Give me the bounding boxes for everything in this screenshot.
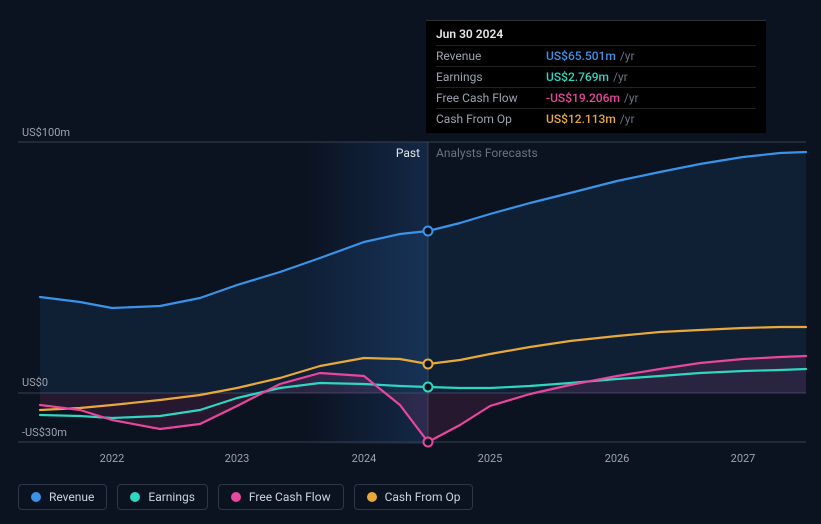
chart-legend: Revenue Earnings Free Cash Flow Cash From O… bbox=[18, 484, 473, 510]
past-region-label: Past bbox=[396, 146, 420, 160]
cash_from_op-marker bbox=[424, 360, 433, 369]
x-axis-label: 2022 bbox=[100, 452, 125, 465]
tooltip-row: EarningsUS$2.769m/yr bbox=[436, 66, 756, 87]
tooltip-row-value: US$2.769m bbox=[546, 70, 609, 84]
tooltip-row: Cash From OpUS$12.113m/yr bbox=[436, 108, 756, 129]
forecasts-region-label: Analysts Forecasts bbox=[436, 146, 538, 160]
legend-item-cash_from_op[interactable]: Cash From Op bbox=[354, 484, 474, 510]
y-axis-label: US$0 bbox=[22, 376, 48, 389]
tooltip-row-unit: /yr bbox=[620, 112, 635, 126]
x-axis-label: 2025 bbox=[478, 452, 503, 465]
legend-label: Free Cash Flow bbox=[249, 490, 331, 504]
tooltip-row-value: -US$19.206m bbox=[546, 91, 620, 105]
tooltip-row-label: Free Cash Flow bbox=[436, 91, 546, 105]
x-axis-label: 2026 bbox=[605, 452, 630, 465]
earnings-marker bbox=[424, 383, 433, 392]
hover-tooltip: Jun 30 2024RevenueUS$65.501m/yrEarningsU… bbox=[426, 20, 766, 133]
financial-chart: US$100m US$0 -US$30m 2022 2023 2024 2025 2026 20… bbox=[0, 0, 821, 524]
tooltip-row-label: Revenue bbox=[436, 49, 546, 63]
tooltip-row-unit: /yr bbox=[613, 70, 628, 84]
legend-item-earnings[interactable]: Earnings bbox=[117, 484, 208, 510]
tooltip-row-unit: /yr bbox=[624, 91, 639, 105]
legend-label: Cash From Op bbox=[385, 490, 461, 504]
legend-swatch bbox=[31, 492, 41, 502]
tooltip-row-label: Cash From Op bbox=[436, 112, 546, 126]
tooltip-row-unit: /yr bbox=[620, 49, 635, 63]
free_cash_flow-marker bbox=[424, 438, 433, 447]
legend-swatch bbox=[231, 492, 241, 502]
y-axis-label: US$100m bbox=[22, 126, 70, 139]
tooltip-row-label: Earnings bbox=[436, 70, 546, 84]
legend-item-free_cash_flow[interactable]: Free Cash Flow bbox=[218, 484, 344, 510]
tooltip-row: Free Cash Flow-US$19.206m/yr bbox=[436, 87, 756, 108]
tooltip-row-value: US$12.113m bbox=[546, 112, 616, 126]
legend-item-revenue[interactable]: Revenue bbox=[18, 484, 107, 510]
x-axis-label: 2024 bbox=[352, 452, 377, 465]
y-axis-label: -US$30m bbox=[22, 426, 67, 439]
tooltip-date: Jun 30 2024 bbox=[436, 27, 756, 41]
tooltip-row-value: US$65.501m bbox=[546, 49, 616, 63]
x-axis-label: 2027 bbox=[731, 452, 756, 465]
legend-swatch bbox=[367, 492, 377, 502]
tooltip-row: RevenueUS$65.501m/yr bbox=[436, 45, 756, 66]
legend-swatch bbox=[130, 492, 140, 502]
x-axis-label: 2023 bbox=[225, 452, 250, 465]
legend-label: Revenue bbox=[49, 490, 94, 504]
revenue-marker bbox=[424, 227, 433, 236]
legend-label: Earnings bbox=[148, 490, 195, 504]
